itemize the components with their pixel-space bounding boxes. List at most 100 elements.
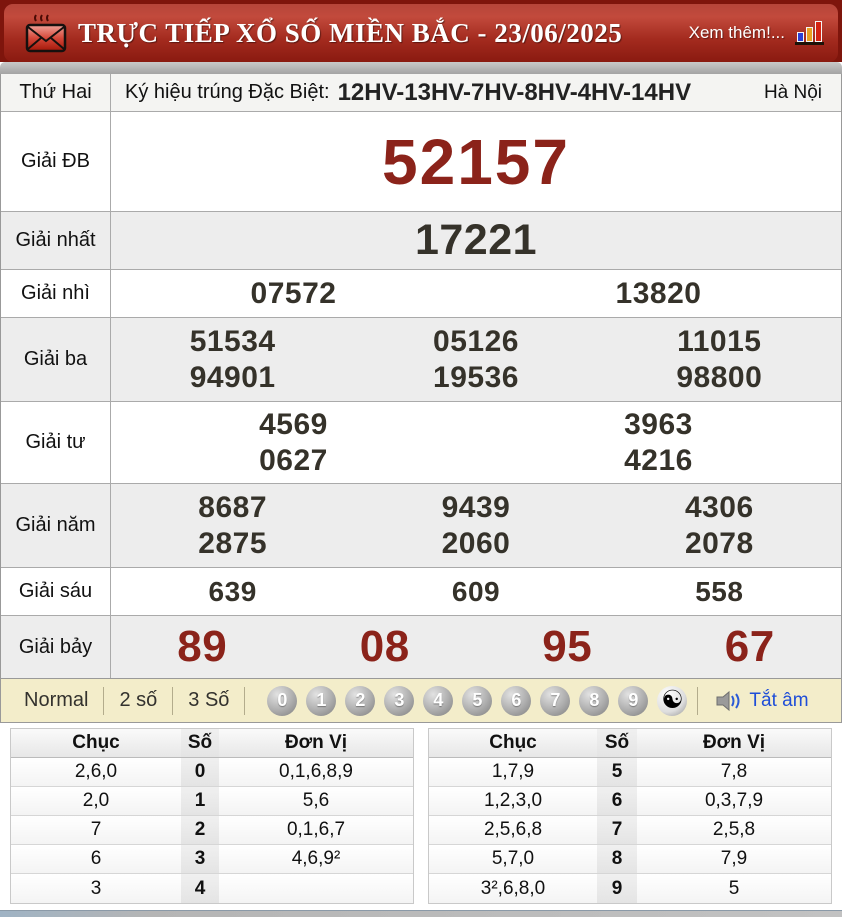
prize-label: Giải nhì — [1, 270, 111, 317]
province-label: Hà Nội — [763, 81, 823, 103]
digit-ball-0[interactable]: 0 — [267, 685, 298, 716]
toolbar-separator — [103, 686, 105, 715]
prize-row-fifth: Giải năm 8687 9439 4306 2875 2060 2078 — [1, 484, 841, 568]
prize-number: 51534 — [189, 324, 276, 358]
info-row: Thứ Hai Ký hiệu trúng Đặc Biệt: 12HV-13H… — [1, 74, 841, 112]
chart-bar-blue — [797, 32, 804, 42]
digit-ball-group: 0 1 2 3 4 5 6 7 8 9 ☯ — [267, 685, 688, 716]
prize-numbers: 89 08 95 67 — [111, 616, 841, 678]
stats-header-so: Số — [597, 729, 637, 758]
prize-numbers: 639 609 558 — [111, 568, 841, 615]
weekday-label: Thứ Hai — [1, 74, 111, 111]
prize-number: 4216 — [624, 443, 693, 477]
prize-number: 05126 — [433, 324, 519, 358]
special-symbol-cell: Ký hiệu trúng Đặc Biệt: 12HV-13HV-7HV-8H… — [111, 79, 745, 107]
prize-number: 08 — [359, 622, 410, 671]
prize-numbers: 17221 — [111, 212, 841, 269]
digit-ball-8[interactable]: 8 — [579, 685, 610, 716]
header-divider-strip — [0, 62, 842, 74]
prize-row-second: Giải nhì 07572 13820 — [1, 270, 841, 318]
prize-numbers: 8687 9439 4306 2875 2060 2078 — [111, 484, 841, 567]
prize-number: 2875 — [198, 526, 268, 560]
speaker-icon — [716, 690, 740, 711]
prize-number: 2060 — [441, 526, 511, 560]
stats-cell-so: 5 — [597, 758, 637, 787]
prize-number: 9439 — [441, 490, 511, 524]
digit-ball-2[interactable]: 2 — [345, 685, 376, 716]
digit-ball-4[interactable]: 4 — [423, 685, 454, 716]
prize-number: 67 — [724, 622, 775, 671]
stats-cell-donvi: 0,3,7,9 — [637, 787, 831, 816]
stats-cell-so: 1 — [181, 787, 219, 816]
toolbar-separator — [172, 686, 174, 715]
prize-row-fourth: Giải tư 4569 3963 0627 4216 — [1, 402, 841, 484]
prize-label: Giải sáu — [1, 568, 111, 615]
stats-cell-so: 4 — [181, 874, 219, 903]
stats-cell-so: 9 — [597, 874, 637, 903]
stats-cell-so: 0 — [181, 758, 219, 787]
prize-number: 07572 — [250, 276, 337, 310]
mode-button-normal[interactable]: Normal — [24, 689, 89, 711]
prize-row-special: Giải ĐB 52157 — [1, 112, 841, 212]
prize-label: Giải bảy — [1, 616, 111, 678]
mute-button[interactable]: Tắt âm — [716, 690, 809, 712]
stats-cell-chuc: 2,0 — [11, 787, 181, 816]
prize-number: 13820 — [615, 276, 702, 310]
prize-row-first: Giải nhất 17221 — [1, 212, 841, 270]
prize-number: 19536 — [433, 360, 519, 394]
prize-label: Giải nhất — [1, 212, 111, 269]
see-more-link[interactable]: Xem thêm!... — [688, 23, 785, 42]
mode-button-3so[interactable]: 3 Số — [188, 689, 230, 711]
prize-number: 11015 — [677, 324, 762, 358]
envelope-icon — [24, 12, 68, 59]
page-title: TRỰC TIẾP XỔ SỐ MIỀN BẮC - 23/06/2025 — [78, 17, 623, 48]
prize-number: 4306 — [684, 490, 754, 524]
header-right: Xem thêm!... — [689, 21, 824, 45]
stats-table-right: Chục Số Đơn Vị 1,7,9 5 7,8 1,2,3,0 6 0,3… — [428, 728, 832, 904]
chart-bar-red — [815, 21, 822, 42]
prize-number: 4569 — [259, 407, 328, 441]
digit-ball-3[interactable]: 3 — [384, 685, 415, 716]
digit-ball-5[interactable]: 5 — [462, 685, 493, 716]
prize-label: Giải ba — [1, 318, 111, 401]
stats-cell-chuc: 6 — [11, 845, 181, 874]
stats-cell-so: 8 — [597, 845, 637, 874]
prize-row-sixth: Giải sáu 639 609 558 — [1, 568, 841, 616]
stats-cell-donvi: 7,9 — [637, 845, 831, 874]
prize-number: 17221 — [414, 216, 538, 264]
prize-label: Giải tư — [1, 402, 111, 483]
stats-cell-donvi — [219, 874, 413, 903]
stats-cell-chuc: 1,2,3,0 — [429, 787, 597, 816]
digit-ball-9[interactable]: 9 — [618, 685, 649, 716]
stats-cell-donvi: 7,8 — [637, 758, 831, 787]
stats-cell-chuc: 2,6,0 — [11, 758, 181, 787]
prize-number: 52157 — [382, 125, 570, 198]
yinyang-icon[interactable]: ☯ — [657, 685, 688, 716]
digit-ball-6[interactable]: 6 — [501, 685, 532, 716]
stats-cell-chuc: 1,7,9 — [429, 758, 597, 787]
prize-number: 3963 — [624, 407, 693, 441]
prize-number: 98800 — [676, 360, 763, 394]
stats-cell-chuc: 2,5,6,8 — [429, 816, 597, 845]
symbol-label: Ký hiệu trúng Đặc Biệt: — [125, 81, 330, 103]
symbol-codes: 12HV-13HV-7HV-8HV-4HV-14HV — [337, 78, 692, 106]
bar-chart-icon[interactable] — [795, 21, 824, 45]
digit-ball-1[interactable]: 1 — [306, 685, 337, 716]
prize-number: 94901 — [189, 360, 276, 394]
stats-cell-chuc: 5,7,0 — [429, 845, 597, 874]
prize-number: 558 — [695, 575, 744, 607]
stats-header-chuc: Chục — [11, 729, 181, 758]
stats-cell-so: 3 — [181, 845, 219, 874]
digit-stats-section: Chục Số Đơn Vị 2,6,0 0 0,1,6,8,9 2,0 1 5… — [0, 723, 842, 908]
prize-number: 639 — [208, 575, 257, 607]
prize-number: 89 — [177, 622, 228, 671]
stats-cell-donvi: 2,5,8 — [637, 816, 831, 845]
prize-row-seventh: Giải bảy 89 08 95 67 — [1, 616, 841, 678]
stats-header-donvi: Đơn Vị — [219, 729, 413, 758]
prize-numbers: 07572 13820 — [111, 270, 841, 317]
header-bar: TRỰC TIẾP XỔ SỐ MIỀN BẮC - 23/06/2025 Xe… — [4, 4, 838, 62]
mode-button-2so[interactable]: 2 số — [119, 689, 158, 711]
stats-header-donvi: Đơn Vị — [637, 729, 831, 758]
digit-ball-7[interactable]: 7 — [540, 685, 571, 716]
